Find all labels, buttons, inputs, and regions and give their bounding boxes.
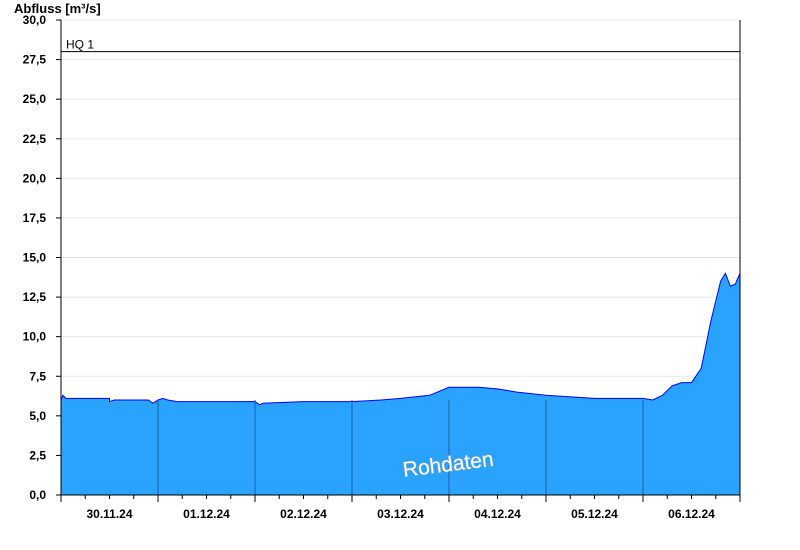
y-tick-label: 5,0 xyxy=(29,409,46,423)
y-tick-label: 0,0 xyxy=(29,488,46,502)
day-boundaries xyxy=(157,400,644,495)
x-tick-label: 05.12.24 xyxy=(571,507,618,521)
y-tick-label: 30,0 xyxy=(23,13,47,27)
hq1-label: HQ 1 xyxy=(66,38,94,52)
x-tick-label: 30.11.24 xyxy=(86,507,132,521)
y-tick-label: 12,5 xyxy=(23,290,47,304)
y-tick-labels: 0,0 2,5 5,0 7,5 10,0 12,5 15,0 17,5 20,0 22,5 25,0… xyxy=(23,13,47,502)
y-tick-label: 2,5 xyxy=(29,448,46,462)
x-tick-label: 06.12.24 xyxy=(668,507,715,521)
x-tick-labels: 30.11.24 01.12.24 02.12.24 03.12.24 04.12.24… xyxy=(86,507,715,521)
x-tick-label: 01.12.24 xyxy=(183,507,230,521)
y-tick-label: 17,5 xyxy=(23,211,47,225)
x-tick-label: 04.12.24 xyxy=(474,507,521,521)
y-tick-label: 10,0 xyxy=(23,330,47,344)
y-axis-title: Abfluss [m³/s] xyxy=(14,1,101,16)
y-tick-label: 20,0 xyxy=(23,171,47,185)
y-tick-label: 7,5 xyxy=(29,369,46,383)
y-tick-label: 22,5 xyxy=(23,132,47,146)
y-tick-label: 27,5 xyxy=(23,53,47,67)
x-tick-label: 02.12.24 xyxy=(280,507,327,521)
x-tick-label: 03.12.24 xyxy=(377,507,424,521)
hq1-reference: HQ 1 xyxy=(61,38,740,53)
y-tick-label: 25,0 xyxy=(23,92,47,106)
discharge-area xyxy=(60,272,741,496)
axes xyxy=(56,19,741,502)
y-tick-label: 15,0 xyxy=(23,251,47,265)
